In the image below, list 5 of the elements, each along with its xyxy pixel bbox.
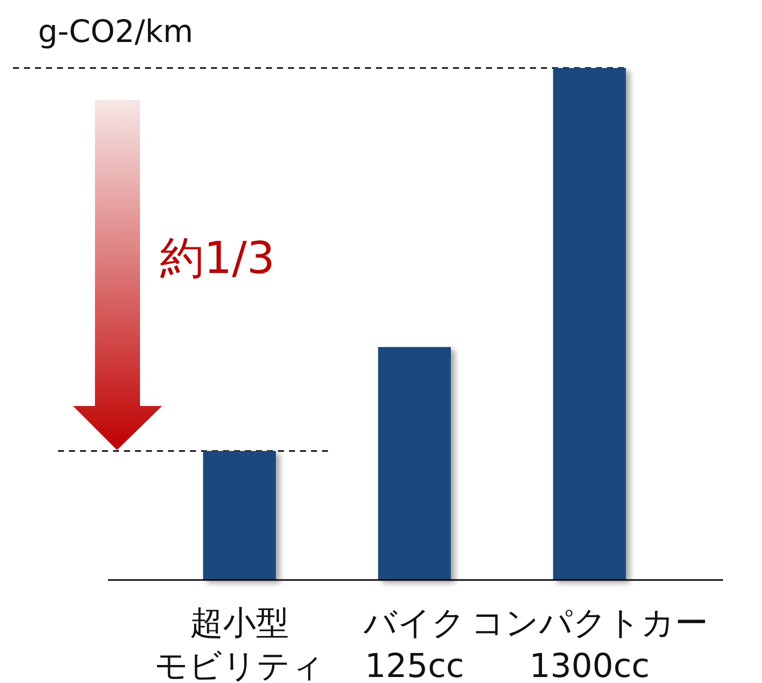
- x-tick-label: 超小型モビリティ: [154, 603, 324, 683]
- x-tick-label: バイク 125cc: [362, 603, 466, 683]
- annotation: 約1/3: [160, 233, 275, 284]
- x-tick-label: コンパクトカー 1300cc: [471, 603, 708, 683]
- y-axis-title: g-CO2/km: [38, 14, 194, 50]
